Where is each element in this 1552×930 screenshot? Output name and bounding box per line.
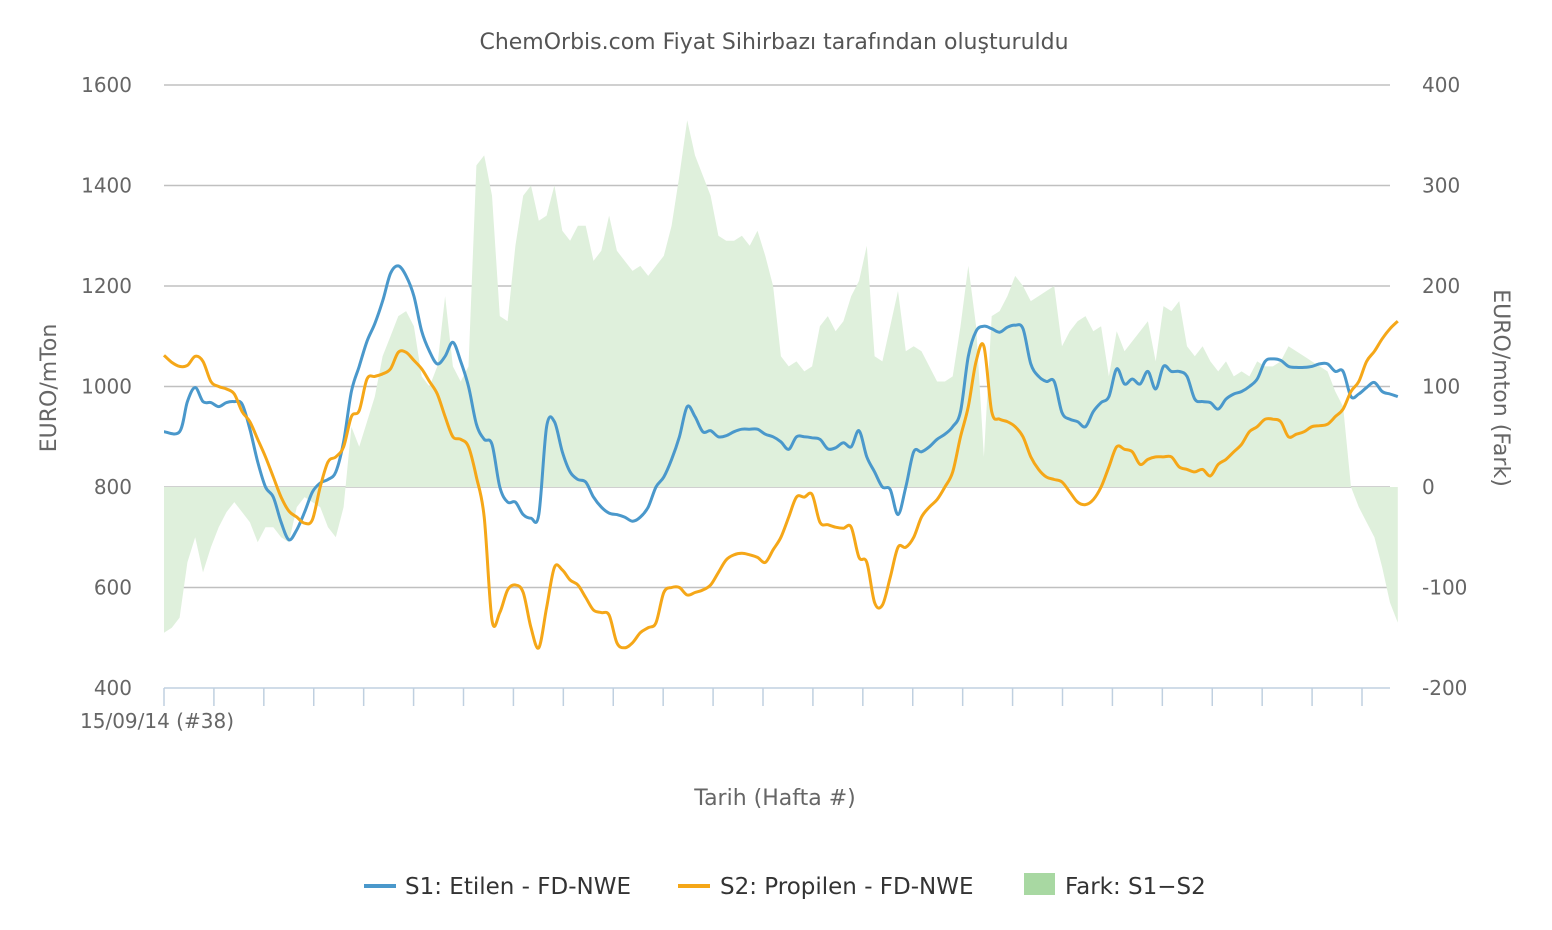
legend: S1: Etilen - FD-NWE S2: Propilen - FD-NW… xyxy=(364,873,1206,900)
series-line-layer xyxy=(162,264,1399,650)
legend-item-diff[interactable]: Fark: S1−S2 xyxy=(1024,873,1206,900)
difference-area-layer xyxy=(164,120,1398,633)
y-tick-left: 600 xyxy=(94,576,132,600)
legend-label-diff: Fark: S1−S2 xyxy=(1065,874,1206,900)
y-tick-left: 1400 xyxy=(81,174,132,198)
y-tick-right: -200 xyxy=(1422,676,1467,700)
y-axis-right-title: EURO/mton (Fark) xyxy=(1488,289,1513,487)
y-tick-left: 1000 xyxy=(81,375,132,399)
chart-title: ChemOrbis.com Fiyat Sihirbazı tarafından… xyxy=(479,30,1068,55)
series-line-s1 xyxy=(163,264,1399,542)
y-tick-left: 1200 xyxy=(81,274,132,298)
y-tick-right: 400 xyxy=(1422,73,1460,97)
y-tick-left: 400 xyxy=(94,676,132,700)
x-start-label: 15/09/14 (#38) xyxy=(80,709,234,733)
x-axis-title: Tarih (Hafta #) xyxy=(693,786,855,811)
legend-swatch-diff xyxy=(1024,873,1055,895)
y-tick-right: 100 xyxy=(1422,375,1460,399)
y-tick-right: 300 xyxy=(1422,174,1460,198)
difference-area xyxy=(164,120,1398,633)
legend-label-s1: S1: Etilen - FD-NWE xyxy=(405,874,631,900)
axis-layer: 400 600 800 1000 1200 1400 1600 -200 -100 0 100 200… xyxy=(81,73,1467,706)
series-line-s2 xyxy=(162,320,1399,650)
y-tick-right: 200 xyxy=(1422,274,1460,298)
y-axis-left-title: EURO/mTon xyxy=(37,324,62,453)
y-tick-left: 1600 xyxy=(81,73,132,97)
legend-item-s2[interactable]: S2: Propilen - FD-NWE xyxy=(678,874,974,900)
legend-label-s2: S2: Propilen - FD-NWE xyxy=(720,874,974,900)
legend-item-s1[interactable]: S1: Etilen - FD-NWE xyxy=(364,874,631,900)
y-tick-right: 0 xyxy=(1422,475,1435,499)
y-tick-left: 800 xyxy=(94,475,132,499)
y-tick-right: -100 xyxy=(1422,576,1467,600)
